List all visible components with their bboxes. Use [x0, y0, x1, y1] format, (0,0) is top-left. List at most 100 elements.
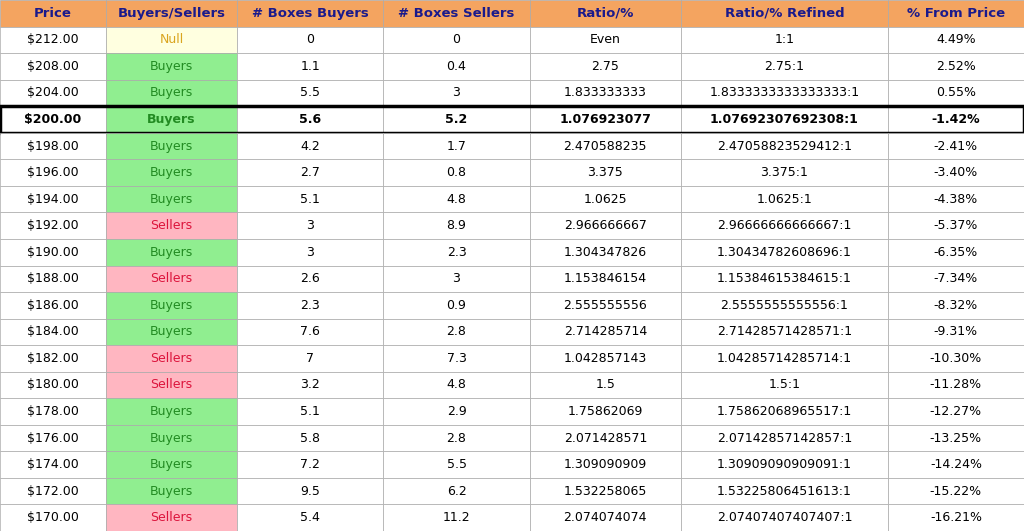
Bar — [105, 266, 238, 292]
Text: # Boxes Sellers: # Boxes Sellers — [398, 7, 515, 20]
Bar — [681, 504, 888, 531]
Bar — [0, 398, 105, 425]
Text: -15.22%: -15.22% — [930, 485, 982, 498]
Bar — [529, 186, 681, 212]
Text: Buyers: Buyers — [150, 432, 194, 444]
Bar — [888, 425, 1024, 451]
Bar — [383, 372, 529, 398]
Text: Buyers: Buyers — [150, 193, 194, 205]
Text: 2.5555555555556:1: 2.5555555555556:1 — [721, 299, 848, 312]
Text: -6.35%: -6.35% — [934, 246, 978, 259]
Text: 2.75:1: 2.75:1 — [764, 60, 805, 73]
Text: 2.6: 2.6 — [300, 272, 321, 285]
Bar — [105, 212, 238, 239]
Text: 4.8: 4.8 — [446, 193, 467, 205]
Bar — [681, 133, 888, 159]
Text: 1.304347826: 1.304347826 — [564, 246, 647, 259]
Text: Sellers: Sellers — [151, 511, 193, 524]
Text: Buyers: Buyers — [150, 87, 194, 99]
Bar — [105, 27, 238, 53]
Text: 3: 3 — [306, 246, 314, 259]
Text: 1.30909090909091:1: 1.30909090909091:1 — [717, 458, 852, 471]
Bar — [888, 345, 1024, 372]
Text: Buyers: Buyers — [150, 140, 194, 152]
Bar — [383, 186, 529, 212]
Bar — [888, 372, 1024, 398]
Bar — [383, 106, 529, 133]
Text: 7: 7 — [306, 352, 314, 365]
Bar — [888, 0, 1024, 27]
Text: $196.00: $196.00 — [28, 166, 79, 179]
Text: Ratio/% Refined: Ratio/% Refined — [725, 7, 844, 20]
Bar — [105, 106, 238, 133]
Bar — [0, 319, 105, 345]
Bar — [0, 106, 1024, 133]
Text: 2.555555556: 2.555555556 — [563, 299, 647, 312]
Bar — [238, 319, 383, 345]
Bar — [529, 372, 681, 398]
Text: 2.8: 2.8 — [446, 326, 467, 338]
Text: Price: Price — [34, 7, 72, 20]
Bar — [238, 53, 383, 80]
Text: 1.5:1: 1.5:1 — [768, 379, 801, 391]
Text: -9.31%: -9.31% — [934, 326, 978, 338]
Bar — [383, 478, 529, 504]
Text: Sellers: Sellers — [151, 379, 193, 391]
Bar — [681, 345, 888, 372]
Bar — [529, 239, 681, 266]
Text: -11.28%: -11.28% — [930, 379, 982, 391]
Bar — [383, 345, 529, 372]
Bar — [238, 80, 383, 106]
Text: Buyers: Buyers — [150, 326, 194, 338]
Text: -13.25%: -13.25% — [930, 432, 982, 444]
Text: -1.42%: -1.42% — [932, 113, 980, 126]
Text: $188.00: $188.00 — [27, 272, 79, 285]
Bar — [529, 345, 681, 372]
Bar — [105, 0, 238, 27]
Text: 1.0625:1: 1.0625:1 — [757, 193, 812, 205]
Text: 5.4: 5.4 — [300, 511, 321, 524]
Bar — [681, 292, 888, 319]
Bar — [105, 159, 238, 186]
Text: 2.71428571428571:1: 2.71428571428571:1 — [717, 326, 852, 338]
Text: $170.00: $170.00 — [27, 511, 79, 524]
Text: Buyers: Buyers — [150, 485, 194, 498]
Bar — [0, 292, 105, 319]
Bar — [0, 106, 105, 133]
Text: $208.00: $208.00 — [27, 60, 79, 73]
Bar — [681, 212, 888, 239]
Bar — [238, 0, 383, 27]
Bar — [888, 159, 1024, 186]
Bar — [888, 239, 1024, 266]
Bar — [105, 319, 238, 345]
Text: 1.042857143: 1.042857143 — [563, 352, 647, 365]
Text: 1.1: 1.1 — [300, 60, 321, 73]
Bar — [105, 345, 238, 372]
Bar — [383, 292, 529, 319]
Text: 4.8: 4.8 — [446, 379, 467, 391]
Bar — [529, 478, 681, 504]
Text: 2.47058823529412:1: 2.47058823529412:1 — [717, 140, 852, 152]
Text: 1.53225806451613:1: 1.53225806451613:1 — [717, 485, 852, 498]
Text: $200.00: $200.00 — [25, 113, 82, 126]
Bar — [383, 133, 529, 159]
Text: $194.00: $194.00 — [28, 193, 79, 205]
Bar — [105, 292, 238, 319]
Bar — [529, 80, 681, 106]
Text: 2.8: 2.8 — [446, 432, 467, 444]
Text: -12.27%: -12.27% — [930, 405, 982, 418]
Bar — [681, 239, 888, 266]
Text: 5.2: 5.2 — [445, 113, 468, 126]
Text: $198.00: $198.00 — [27, 140, 79, 152]
Bar — [529, 451, 681, 478]
Text: 5.8: 5.8 — [300, 432, 321, 444]
Text: -7.34%: -7.34% — [934, 272, 978, 285]
Text: 0: 0 — [306, 33, 314, 46]
Bar — [888, 398, 1024, 425]
Text: 0.9: 0.9 — [446, 299, 467, 312]
Text: Buyers: Buyers — [147, 113, 196, 126]
Text: 2.3: 2.3 — [446, 246, 466, 259]
Text: 3: 3 — [453, 87, 461, 99]
Text: 1.07692307692308:1: 1.07692307692308:1 — [710, 113, 859, 126]
Text: 2.7: 2.7 — [300, 166, 321, 179]
